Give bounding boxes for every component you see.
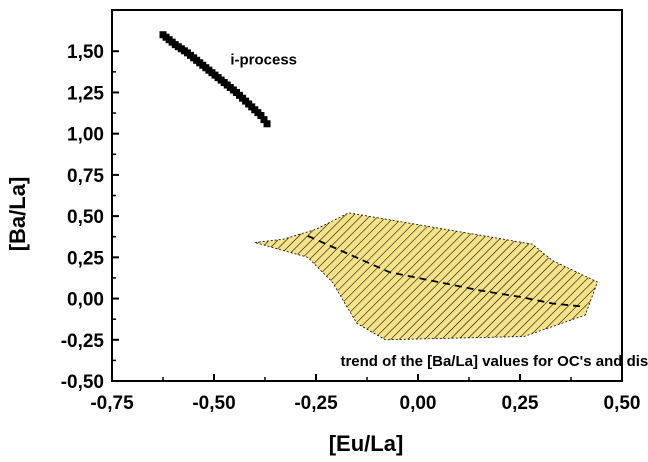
y-tick-label: 0,25 (67, 248, 104, 269)
y-tick-label: -0,50 (61, 372, 104, 393)
y-tick-label: 0,75 (67, 166, 104, 187)
dashed-trend-line (307, 235, 586, 308)
annotation-trend: trend of the [Ba/La] values for OC's and… (340, 353, 648, 370)
x-tick-label: 0,50 (604, 393, 641, 414)
data-point (257, 112, 265, 120)
plot-area (111, 9, 623, 382)
hatched-region (254, 212, 599, 341)
data-point (263, 120, 271, 128)
y-tick-label: 1,00 (67, 125, 104, 146)
y-tick-label: 0,50 (67, 207, 104, 228)
i-process-points (159, 31, 271, 128)
y-tick-label: 1,25 (67, 83, 104, 104)
x-tick-label: 0,25 (502, 393, 539, 414)
y-axis-title: [Ba/La] (5, 177, 30, 252)
y-tick-label: -0,25 (61, 331, 105, 352)
x-axis: -0,75 -0,50 -0,25 0,00 0,25 0,50 (90, 374, 640, 414)
x-tick-label: -0,25 (294, 393, 338, 414)
y-tick-label: 1,50 (67, 42, 104, 63)
annotation-i-process: i-process (230, 51, 297, 68)
x-axis-title: [Eu/La] (329, 431, 404, 456)
data-point (260, 116, 268, 124)
y-tick-label: 0,00 (67, 290, 104, 311)
y-axis: -0,50 -0,25 0,00 0,25 0,50 0,75 1,00 1,25 1,50 (61, 42, 119, 393)
x-tick-label: -0,75 (90, 393, 134, 414)
x-tick-label: -0,50 (192, 393, 235, 414)
x-tick-label: 0,00 (400, 393, 437, 414)
